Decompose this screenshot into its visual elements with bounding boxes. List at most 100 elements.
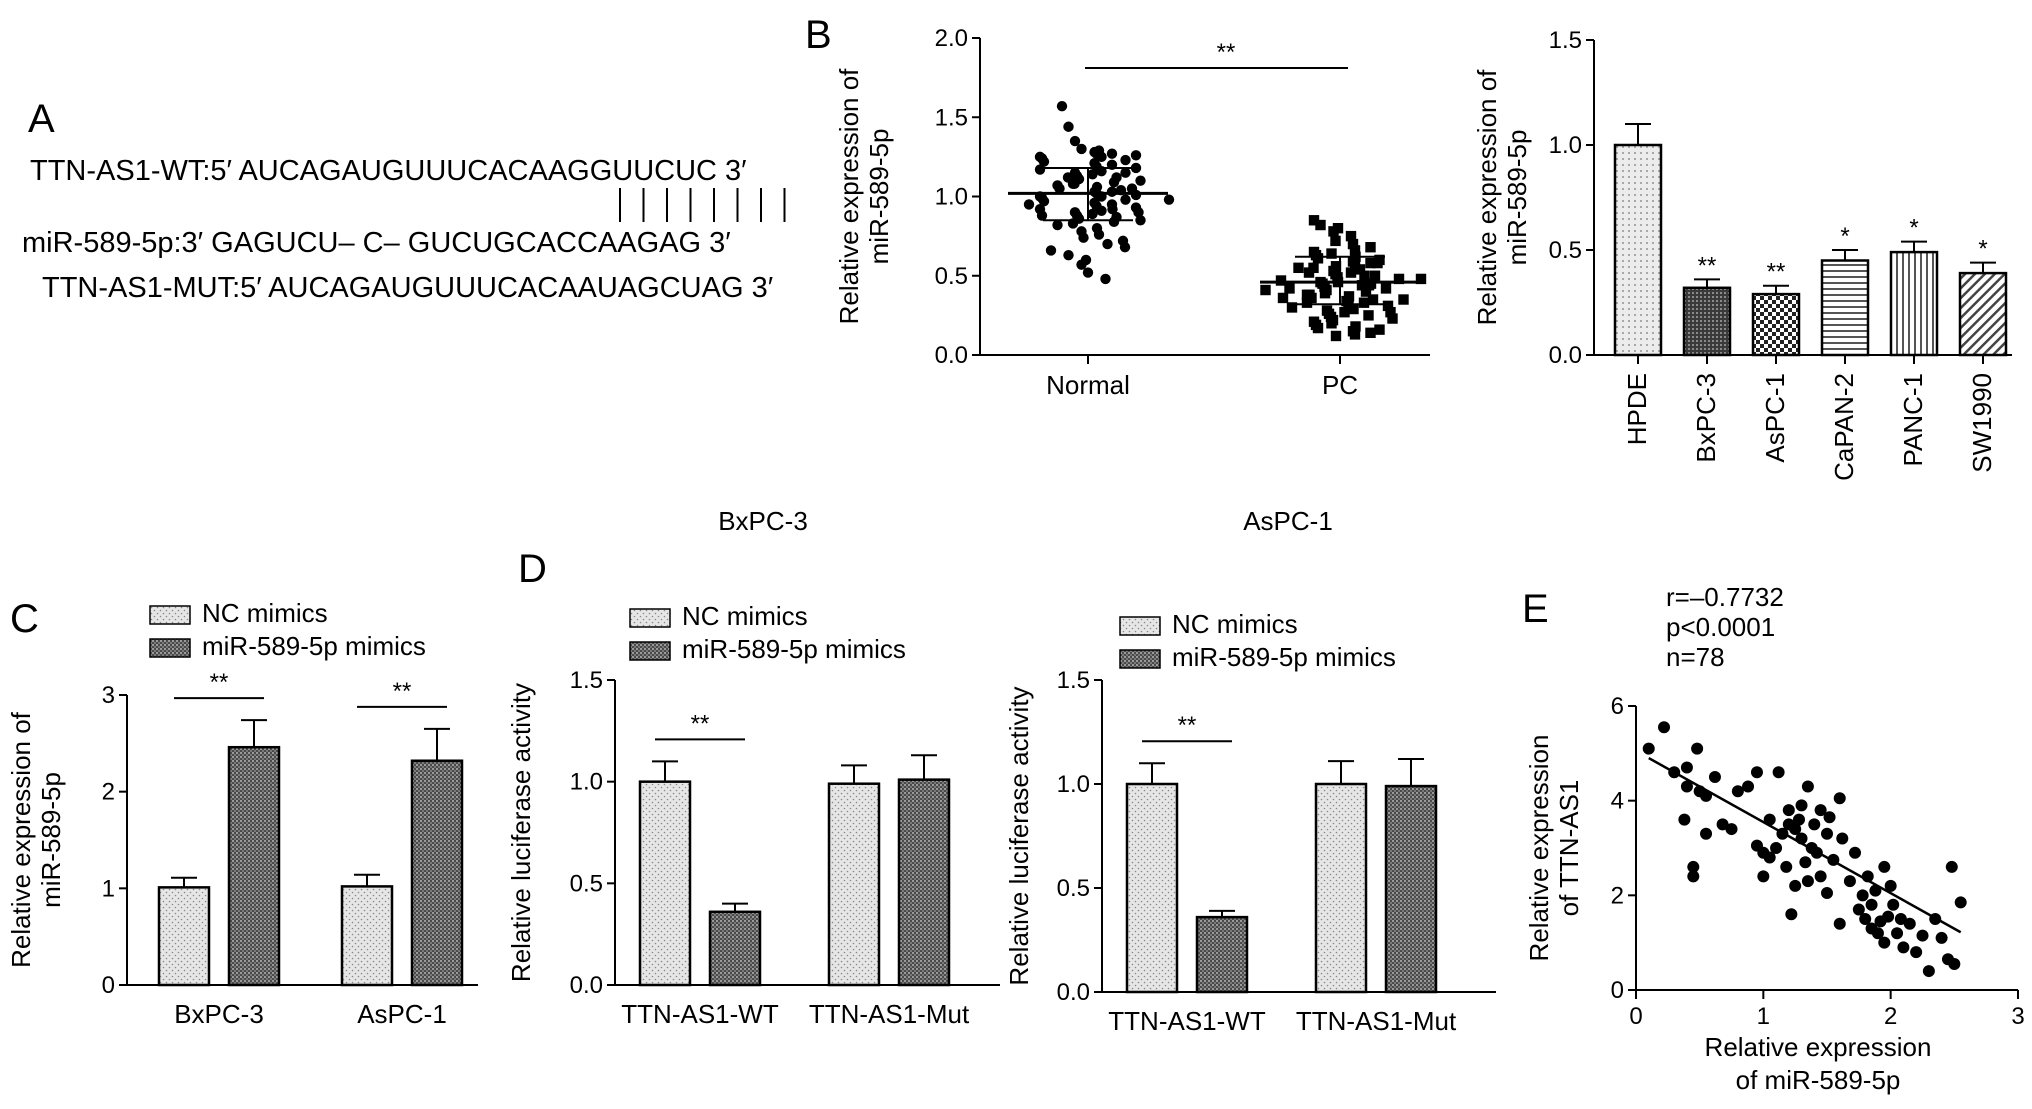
legend-swatch	[1119, 649, 1161, 669]
data-point	[1821, 827, 1833, 840]
pc-point	[1365, 327, 1376, 339]
normal-point	[1135, 215, 1146, 226]
normal-point	[1069, 178, 1080, 190]
significance-label: **	[1217, 39, 1236, 66]
significance-label: **	[691, 710, 710, 737]
data-point	[1954, 896, 1967, 909]
data-point	[1823, 811, 1836, 824]
legend-label: miR-589-5p mimics	[1172, 642, 1396, 672]
normal-point	[1093, 229, 1105, 240]
stat-label: p<0.0001	[1666, 612, 1775, 642]
data-point	[1903, 917, 1916, 930]
data-point	[1948, 957, 1961, 970]
data-point	[1687, 870, 1700, 883]
data-point	[1916, 929, 1929, 942]
significance-star: **	[1767, 259, 1786, 286]
data-point	[1716, 818, 1729, 831]
data-point	[1770, 842, 1783, 854]
pc-point	[1312, 253, 1324, 264]
stat-label: n=78	[1666, 642, 1725, 672]
data-point	[1814, 804, 1827, 817]
x-tick-label: TTN-AS1-Mut	[809, 999, 970, 1029]
data-point	[1891, 927, 1904, 940]
normal-point	[1108, 216, 1120, 228]
data-point	[1849, 846, 1862, 859]
data-point	[1678, 813, 1691, 826]
data-point	[1792, 813, 1805, 826]
pc-point	[1385, 307, 1396, 318]
bar	[1889, 250, 1939, 357]
bar	[1384, 784, 1438, 994]
y-tick-label: 0	[102, 972, 115, 999]
data-point	[1799, 856, 1812, 869]
pc-point	[1382, 300, 1394, 312]
legend-swatch	[629, 608, 671, 628]
wt-sequence: TTN-AS1-WT:5′ AUCAGAUGUUUCACAAGGUUCUC 3′	[30, 155, 747, 187]
data-point	[1833, 792, 1846, 805]
normal-point	[1054, 183, 1065, 194]
pc-point	[1277, 292, 1289, 304]
base-pair-lines	[619, 188, 786, 222]
y-tick-label: 6	[1611, 693, 1624, 720]
x-tick-label: HPDE	[1622, 373, 1652, 445]
legend-swatch	[149, 638, 191, 658]
y-tick-label: 2	[1611, 882, 1624, 909]
pc-point	[1330, 235, 1341, 247]
data-point	[1871, 927, 1884, 940]
normal-point	[1133, 207, 1144, 218]
y-axis-label: of TTN-AS1	[1554, 780, 1584, 917]
bar	[1751, 292, 1801, 357]
normal-point	[1100, 273, 1111, 285]
bar	[340, 885, 394, 987]
legend-label: miR-589-5p mimics	[202, 631, 426, 661]
legend-label: miR-589-5p mimics	[682, 634, 906, 664]
pc-point	[1315, 219, 1326, 231]
normal-point	[1130, 150, 1142, 161]
y-tick-label: 1.5	[1549, 27, 1582, 54]
normal-point	[1063, 121, 1074, 132]
bar	[410, 759, 464, 987]
y-axis-label: Relative expression	[1524, 735, 1554, 962]
y-tick-label: 0.5	[570, 870, 603, 897]
data-point	[1878, 860, 1891, 873]
pc-point	[1301, 289, 1313, 300]
normal-point	[1063, 249, 1074, 261]
pc-point	[1349, 245, 1361, 256]
y-tick-label: 0.0	[1057, 979, 1090, 1006]
x-tick-label: PANC-1	[1898, 373, 1928, 466]
legend-swatch	[149, 605, 191, 625]
legend-swatch	[1119, 616, 1161, 636]
x-tick-label: AsPC-1	[357, 999, 447, 1029]
pc-point	[1319, 287, 1331, 299]
pc-point	[1326, 318, 1337, 329]
data-point	[1772, 766, 1785, 779]
regression-line	[1648, 756, 1962, 934]
pc-point	[1312, 322, 1324, 334]
bar	[1682, 286, 1732, 357]
normal-point	[1130, 162, 1142, 174]
normal-point	[1076, 259, 1087, 270]
bar	[827, 782, 881, 987]
legend-label: NC mimics	[202, 598, 328, 628]
significance-star: **	[1698, 252, 1717, 279]
pc-point	[1365, 242, 1376, 253]
bar	[1958, 271, 2008, 357]
normal-point	[1036, 210, 1048, 221]
normal-point	[1038, 156, 1050, 167]
x-tick-label: PC	[1322, 370, 1358, 400]
normal-point	[1062, 172, 1074, 183]
significance-star: *	[1840, 223, 1849, 250]
bar	[897, 778, 951, 987]
data-point	[1856, 889, 1869, 902]
y-axis-label: Relative luciferase activity	[506, 683, 536, 982]
pc-point	[1360, 286, 1372, 297]
x-tick-label: Normal	[1046, 370, 1130, 400]
x-axis-label: of miR-589-5p	[1736, 1065, 1901, 1095]
y-axis-label: Relative expression of	[6, 711, 36, 968]
pc-point	[1387, 313, 1398, 324]
data-point	[1742, 780, 1755, 793]
data-point	[1780, 860, 1793, 873]
panel-letter-b: B	[805, 13, 832, 57]
pc-point	[1345, 267, 1357, 278]
